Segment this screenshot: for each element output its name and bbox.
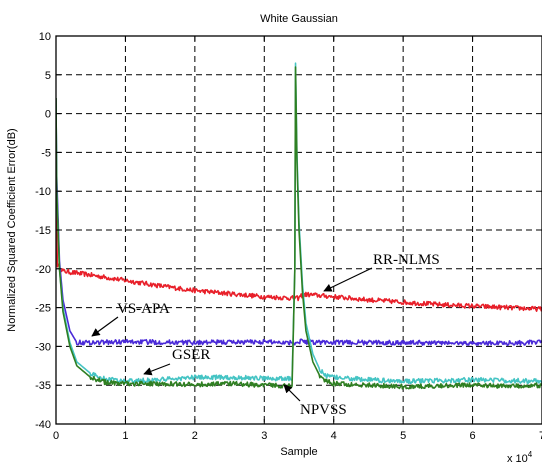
series-line-npvss <box>56 66 542 390</box>
annotation-arrow-npvss <box>283 384 301 402</box>
grid <box>56 36 542 424</box>
series-layer <box>56 62 542 390</box>
y-tick-label: -10 <box>35 186 51 198</box>
annotation-gser: GSER <box>172 347 210 363</box>
x-tick-label: 3 <box>261 430 267 442</box>
annotation-rr-nlms: RR-NLMS <box>373 252 440 268</box>
y-tick-label: -40 <box>35 419 51 431</box>
y-tick-label: -25 <box>35 303 51 315</box>
tick-marks <box>55 35 542 425</box>
y-tick-label: 0 <box>45 109 51 121</box>
y-tick-label: -30 <box>35 341 51 353</box>
annotation-arrow-gser <box>143 363 171 376</box>
tick-labels: 0 1 2 3 4 5 6 7 10 5 0 -5 -10 -15 -20 -25 -30 -35 -40 <box>35 31 542 442</box>
y-tick-label: 10 <box>39 31 51 43</box>
x-tick-label: 6 <box>470 430 476 442</box>
x-tick-label: 4 <box>331 430 337 442</box>
x-tick-label: 5 <box>400 430 406 442</box>
annotation-arrow-vs-apa <box>91 316 119 337</box>
annotation-npvss: NPVSS <box>300 402 347 418</box>
x-exponent: x 104 <box>507 450 533 465</box>
x-tick-label: 2 <box>192 430 198 442</box>
y-tick-label: 5 <box>45 70 51 82</box>
x-tick-label: 7 <box>539 430 542 442</box>
y-tick-label: -20 <box>35 264 51 276</box>
series-line-vs-apa <box>56 105 542 347</box>
y-tick-label: -5 <box>41 147 51 159</box>
chart-title: White Gaussian <box>260 13 338 25</box>
x-axis-label: Sample <box>280 446 317 458</box>
x-tick-label: 1 <box>122 430 128 442</box>
series-line-rr-nlms <box>56 98 542 313</box>
y-tick-label: -15 <box>35 225 51 237</box>
y-axis-label: Normalized Squared Coefficient Error(dB) <box>6 128 18 331</box>
annotation-arrow-rr-nlms <box>323 267 373 292</box>
y-tick-label: -35 <box>35 380 51 392</box>
annotations: RR-NLMS VS-APA GSER NPVSS <box>91 252 440 418</box>
x-exponent-power: 4 <box>528 450 533 459</box>
annotation-vs-apa: VS-APA <box>117 301 170 317</box>
x-tick-label: 0 <box>53 430 59 442</box>
